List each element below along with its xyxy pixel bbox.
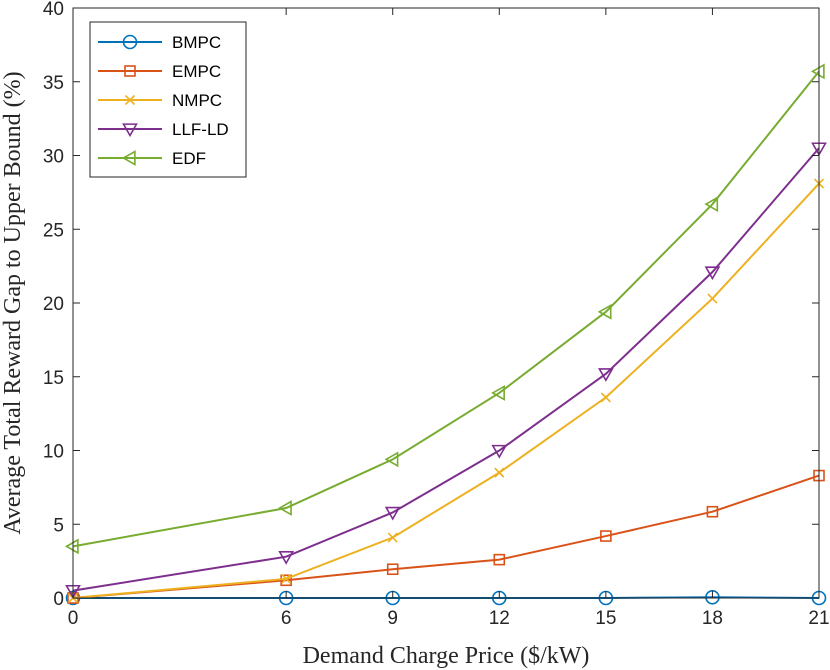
x-tick-label: 12 bbox=[489, 608, 510, 629]
legend-marker-empc bbox=[124, 65, 136, 77]
data-point-edf bbox=[278, 500, 292, 516]
x-axis-title: Demand Charge Price ($/kW) bbox=[303, 643, 590, 669]
data-point-edf bbox=[491, 385, 505, 401]
data-point-nmpc bbox=[600, 392, 611, 403]
legend-marker-llf-ld bbox=[122, 123, 138, 138]
data-point-nmpc bbox=[707, 293, 718, 304]
series-line-edf bbox=[72, 70, 820, 548]
data-point-nmpc bbox=[494, 467, 505, 478]
legend-label-empc: EMPC bbox=[172, 62, 221, 81]
x-tick-label: 18 bbox=[702, 608, 723, 629]
x-tick-label: 0 bbox=[68, 608, 79, 629]
data-point-bmpc bbox=[705, 589, 720, 605]
series-empc bbox=[67, 469, 825, 604]
legend-marker-bmpc bbox=[122, 34, 138, 50]
x-tick-label: 15 bbox=[595, 608, 616, 629]
x-tick-label: 21 bbox=[808, 608, 829, 629]
data-point-empc bbox=[493, 553, 506, 566]
data-point-llf-ld bbox=[384, 506, 401, 521]
series-line-empc bbox=[72, 474, 820, 599]
data-point-llf-ld bbox=[491, 444, 508, 459]
x-tick-label: 9 bbox=[387, 608, 398, 629]
y-tick-label: 10 bbox=[43, 442, 64, 463]
y-axis: 0 5 10 15 20 25 30 35 40 bbox=[43, 0, 819, 610]
y-tick-label: 40 bbox=[43, 0, 64, 20]
data-point-nmpc bbox=[387, 532, 398, 543]
data-point-edf bbox=[64, 538, 79, 555]
y-tick-label: 30 bbox=[43, 147, 64, 168]
y-tick-label: 35 bbox=[43, 73, 64, 94]
y-tick-label: 15 bbox=[43, 368, 64, 389]
legend-label-llf-ld: LLF-LD bbox=[172, 120, 229, 139]
legend: BMPC EMPC NMPC LLF-LD EDF bbox=[89, 21, 247, 178]
data-point-edf bbox=[704, 196, 719, 213]
series-layer bbox=[64, 63, 827, 606]
y-tick-label: 5 bbox=[53, 515, 64, 536]
data-point-nmpc bbox=[281, 573, 292, 584]
data-point-llf-ld bbox=[597, 368, 614, 382]
data-point-edf bbox=[384, 451, 399, 468]
data-point-edf bbox=[810, 63, 825, 80]
y-tick-label: 20 bbox=[43, 294, 64, 315]
y-tick-label: 0 bbox=[53, 589, 64, 610]
data-point-empc bbox=[386, 563, 399, 576]
x-tick-label: 6 bbox=[281, 608, 292, 629]
data-point-llf-ld bbox=[704, 266, 721, 281]
legend-label-bmpc: BMPC bbox=[172, 33, 221, 52]
data-point-llf-ld bbox=[278, 551, 295, 565]
data-point-empc bbox=[280, 574, 292, 587]
legend-marker-edf bbox=[121, 150, 136, 166]
series-line-llf-ld bbox=[72, 147, 820, 592]
legend-label-edf: EDF bbox=[172, 149, 206, 168]
data-point-empc bbox=[706, 505, 719, 518]
legend-label-nmpc: NMPC bbox=[172, 91, 222, 110]
x-axis: 0 6 9 12 15 18 21 bbox=[68, 8, 830, 629]
y-tick-label: 25 bbox=[43, 220, 64, 241]
series-edf bbox=[64, 63, 825, 555]
data-point-edf bbox=[597, 303, 612, 320]
data-point-empc bbox=[600, 530, 612, 542]
y-axis-title: Average Total Reward Gap to Upper Bound … bbox=[0, 71, 26, 534]
legend-marker-nmpc bbox=[124, 94, 136, 106]
